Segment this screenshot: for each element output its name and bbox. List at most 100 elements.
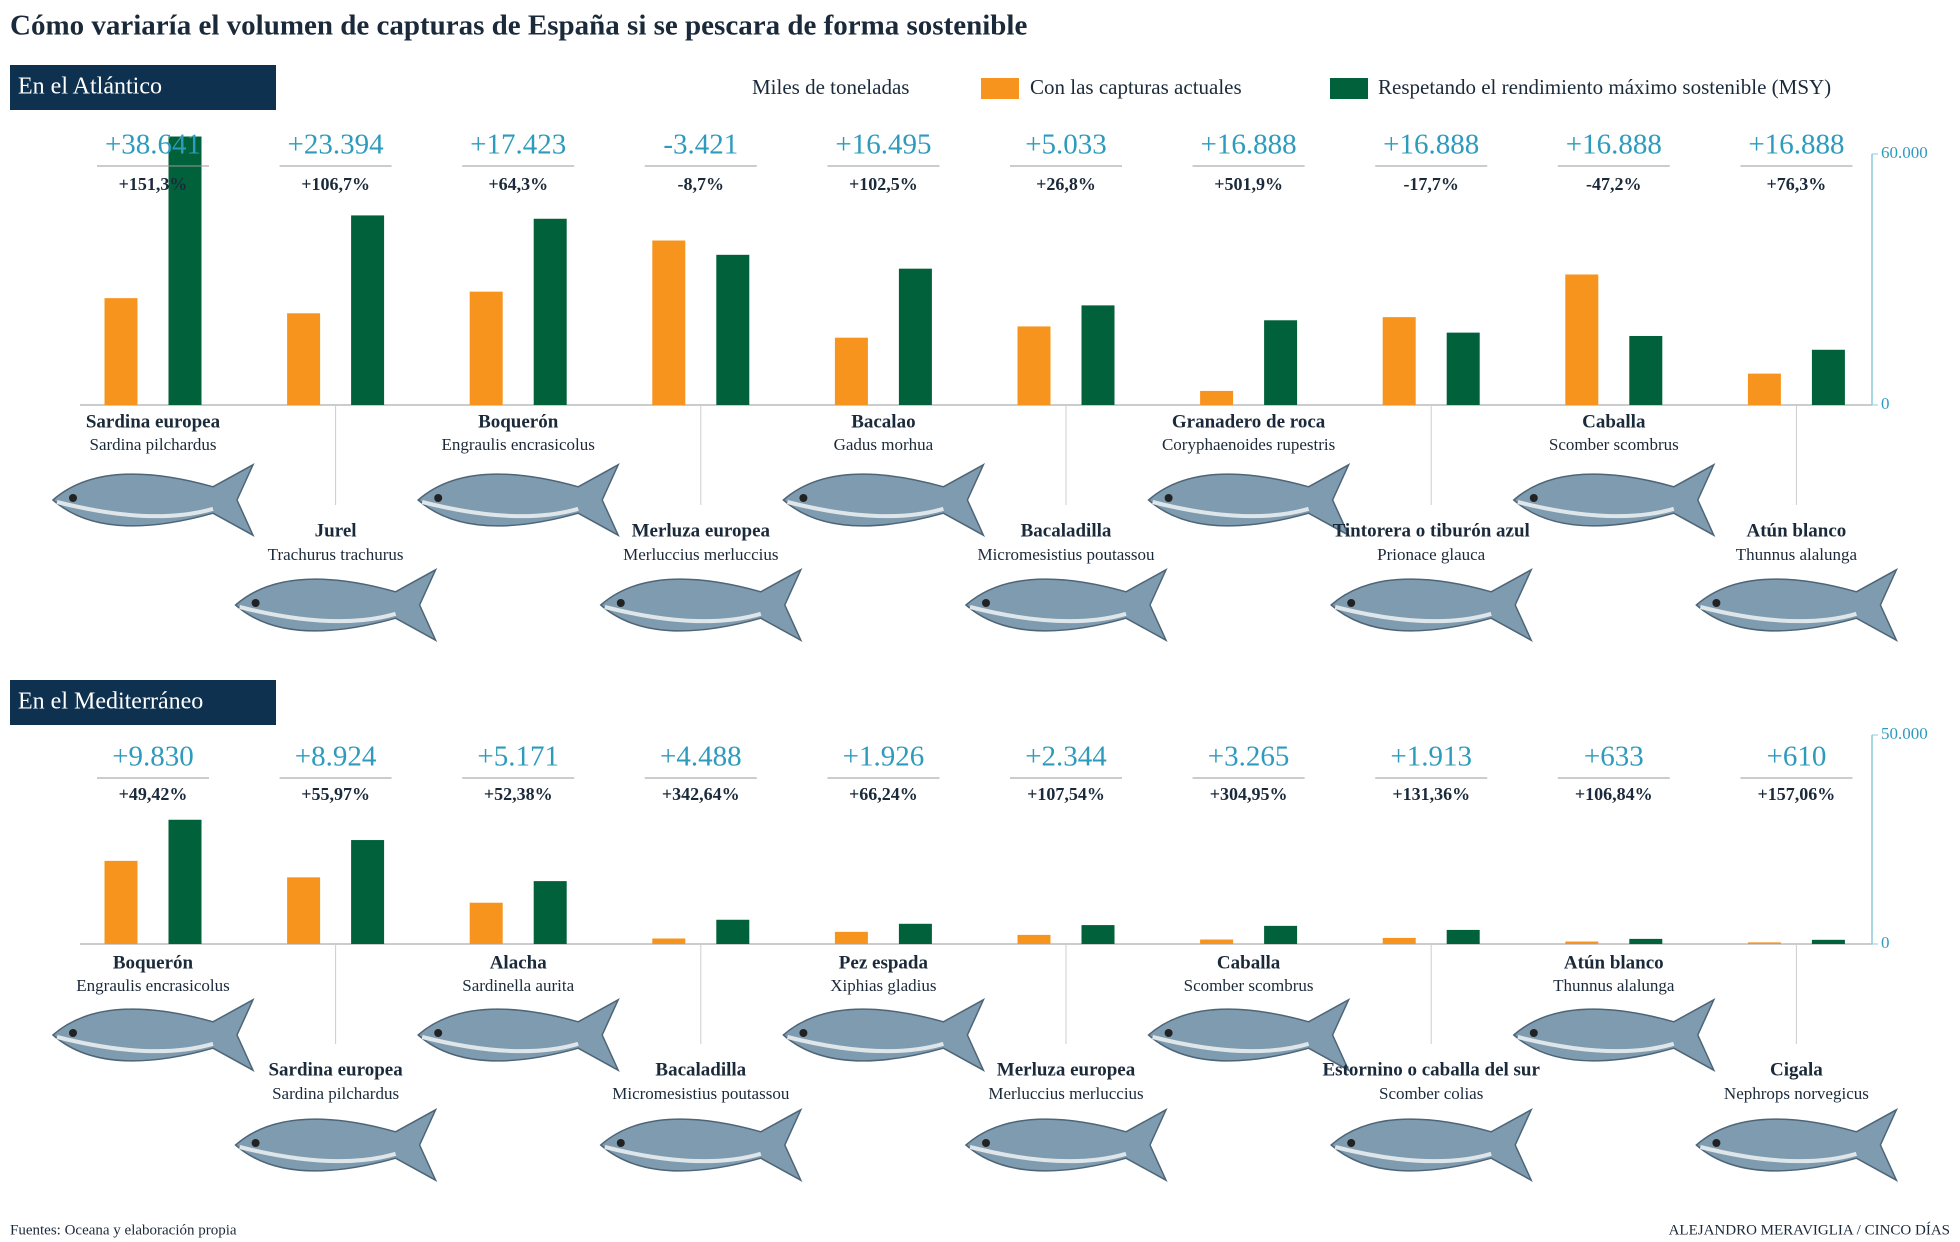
source: Fuentes: Oceana y elaboración propia [10,1222,237,1238]
bar [104,298,138,405]
difference-label: +5.171 [477,741,559,773]
fish-illustration [251,599,260,607]
scientific-name: Merluccius merluccius [623,545,778,564]
species-name: Pez espada [839,952,929,973]
fish-illustration [1517,500,1675,519]
percent-label: +107,54% [1027,784,1105,804]
scientific-name: Scomber scombrus [1184,976,1314,995]
fish-illustration [234,1108,438,1182]
difference-label: +610 [1766,741,1826,773]
fish-illustration [1152,500,1310,519]
fish-illustration [56,500,214,519]
fish-illustration [1529,1029,1538,1037]
bar [1446,929,1480,944]
bar [1629,938,1663,944]
percent-label: +106,84% [1575,784,1653,804]
species-name: Caballa [1582,411,1646,432]
bar [469,902,503,944]
percent-label: +131,36% [1392,784,1470,804]
bar [168,819,202,944]
fish-illustration [616,599,625,607]
species-name: Atún blanco [1747,520,1847,541]
bar [1200,939,1234,944]
y-tick-label: 60.000 [1881,143,1928,162]
y-tick-label: 0 [1881,394,1890,413]
percent-label: +76,3% [1767,174,1827,194]
fish-illustration [1512,998,1716,1072]
difference-label: +9.830 [112,741,194,773]
difference-label: +633 [1584,741,1644,773]
fish-illustration [1152,1035,1310,1054]
percent-label: -8,7% [678,174,725,194]
scientific-name: Merluccius merluccius [988,1084,1143,1103]
fish-illustration [599,568,803,642]
fish-illustration [982,599,990,607]
panel-label: En el Atlántico [18,74,162,100]
bar [834,931,868,944]
fish-illustration [1330,568,1533,642]
bar [1747,373,1781,405]
credit: ALEJANDRO MERAVIGLIA / CINCO DÍAS [1669,1221,1950,1238]
bar [1565,941,1599,944]
bar [1264,925,1298,944]
fish-illustration [421,1035,579,1054]
fish-illustration [417,998,620,1072]
difference-label: +4.488 [660,741,742,773]
bar [351,840,385,944]
bar [1446,332,1480,405]
species-name: Caballa [1217,952,1281,973]
difference-label: +8.924 [295,741,377,773]
bar [533,218,567,405]
species-name: Sardina europea [268,1059,403,1080]
panel-label: En el Mediterráneo [18,689,203,715]
bar [1264,320,1298,405]
scientific-name: Sardina pilchardus [90,435,217,454]
fish-illustration [1695,1108,1899,1182]
scientific-name: Scomber colias [1379,1084,1483,1103]
bar [287,877,321,944]
fish-illustration [969,605,1127,624]
fish-illustration [1712,1139,1721,1147]
difference-label: +5.033 [1025,129,1107,161]
fish-illustration [969,1145,1127,1164]
scientific-name: Prionace glauca [1377,545,1486,564]
percent-label: +106,7% [301,174,370,194]
bar [1382,937,1416,944]
bar [898,923,932,944]
legend-swatch [1330,78,1368,99]
percent-label: +52,38% [484,784,553,804]
fish-illustration [51,998,255,1072]
species-name: Jurel [315,520,357,541]
fish-illustration [604,1145,762,1164]
difference-label: -3.421 [663,129,738,161]
percent-label: +157,06% [1758,784,1836,804]
difference-label: +16.888 [1566,129,1662,161]
scientific-name: Trachurus trachurus [268,545,404,564]
percent-label: -17,7% [1403,174,1459,194]
y-tick-label: 0 [1881,933,1890,952]
fish-illustration [239,605,397,624]
fish-illustration [417,463,620,537]
bar [287,313,321,405]
percent-label: +26,8% [1036,174,1096,194]
fish-illustration [1699,1145,1857,1164]
fish-illustration [782,463,986,537]
bar [1811,939,1845,944]
percent-label: -47,2% [1586,174,1642,194]
fish-illustration [434,494,443,502]
difference-label: +16.888 [1748,129,1844,161]
difference-label: +1.926 [843,741,925,773]
fish-illustration [1529,494,1538,502]
bar [1747,942,1781,944]
bar [1382,317,1416,405]
fish-illustration [1347,1139,1356,1147]
species-name: Estornino o caballa del sur [1322,1059,1540,1080]
fish-illustration [982,1139,990,1147]
fish-illustration [1147,463,1351,537]
fish-illustration [421,500,579,519]
fish-illustration [69,1029,77,1037]
bar [533,881,567,944]
difference-label: +16.495 [835,129,931,161]
bar [716,254,750,405]
bar [168,136,202,405]
